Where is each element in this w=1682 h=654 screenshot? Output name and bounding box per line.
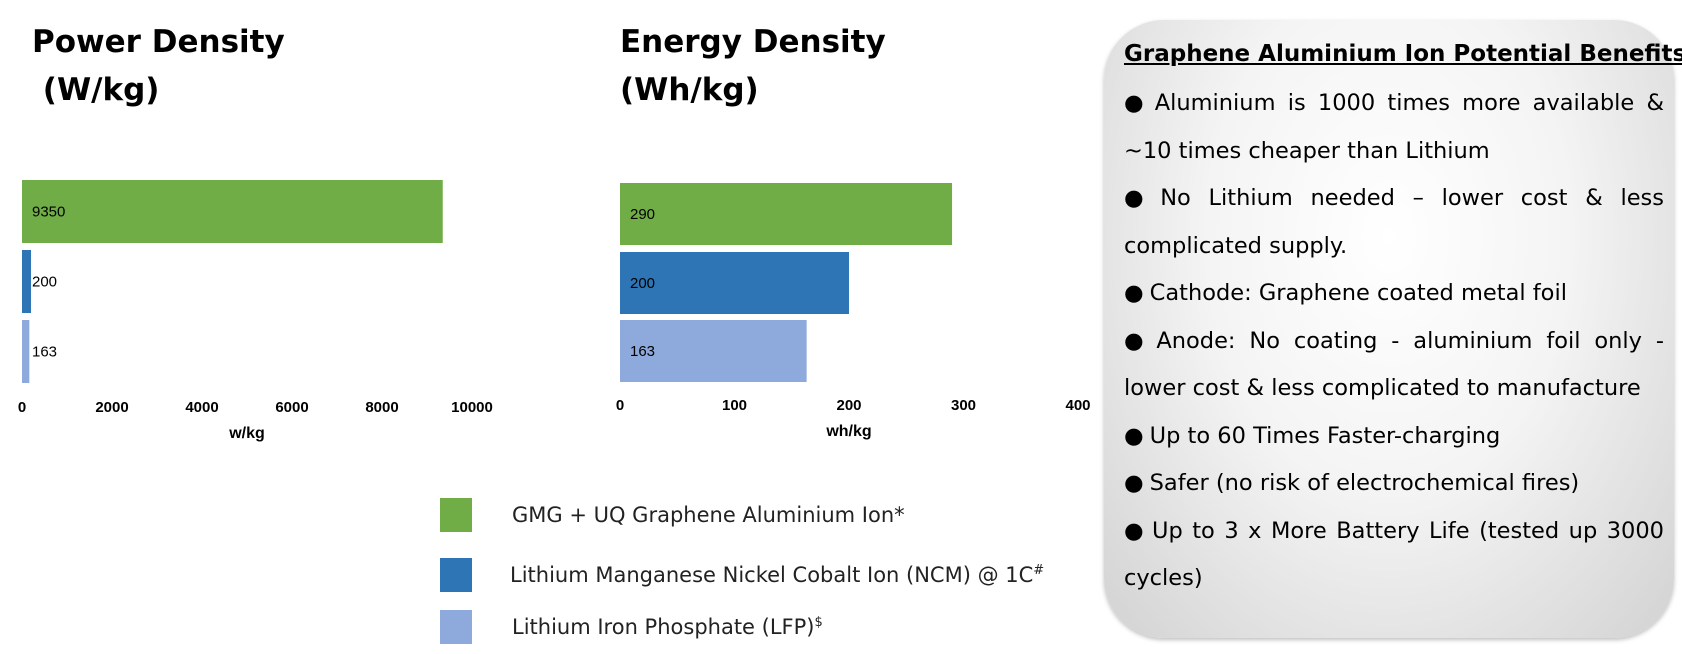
- benefit-item: ● Up to 3 x More Battery Life (tested up …: [1124, 517, 1664, 592]
- energy-tick-label: 200: [836, 397, 861, 414]
- power-tick-label: 10000: [451, 399, 493, 416]
- bullet-icon: ●: [1124, 185, 1155, 211]
- legend-item-ncm: Lithium Manganese Nickel Cobalt Ion (NCM…: [440, 558, 1060, 598]
- energy-tick-label: 400: [1065, 397, 1090, 414]
- energy-tick-label: 100: [722, 397, 747, 414]
- energy-bar-value-label: 163: [630, 343, 655, 360]
- energy-bar-1: [620, 183, 953, 245]
- power-tick-label: 4000: [185, 399, 218, 416]
- power-bar-value-label: 9350: [32, 204, 65, 221]
- energy-bar-2: [620, 252, 849, 314]
- benefit-item: ● Up to 60 Times Faster-charging: [1124, 422, 1501, 449]
- power-x-axis-label: w/kg: [228, 425, 265, 442]
- power-title-line-1: Power Density: [32, 24, 285, 60]
- power-bar-value-label: 200: [32, 274, 57, 291]
- benefit-item: ● Cathode: Graphene coated metal foil: [1124, 280, 1567, 306]
- legend-item-graphene: GMG + UQ Graphene Aluminium Ion*: [440, 498, 1060, 538]
- power-title-line-2: (W/kg): [32, 72, 160, 108]
- energy-bar-value-label: 290: [630, 206, 655, 223]
- benefit-item: ● No Lithium needed – lower cost & less c…: [1124, 185, 1664, 259]
- bullet-icon: ●: [1124, 280, 1144, 306]
- energy-bar-3: [620, 320, 807, 382]
- benefits-panel: Graphene Aluminium Ion Potential Benefit…: [1104, 20, 1682, 638]
- power-bar-2: [22, 250, 31, 313]
- bullet-icon: ●: [1124, 470, 1144, 496]
- energy-title-line-2: (Wh/kg): [620, 72, 759, 108]
- energy-tick-label: 300: [951, 397, 976, 414]
- legend-swatch-ncm: [440, 558, 472, 592]
- power-bar-1: [22, 180, 443, 243]
- benefit-item: ● Anode: No coating - aluminium foil only…: [1124, 327, 1664, 402]
- energy-tick-label: 0: [616, 397, 624, 414]
- power-density-title: Power Density (W/kg): [32, 18, 285, 114]
- benefit-item: ● Safer (no risk of electrochemical fires…: [1124, 470, 1580, 496]
- power-tick-label: 0: [18, 399, 26, 416]
- bullet-icon: ●: [1124, 90, 1149, 116]
- power-tick-label: 6000: [275, 399, 308, 416]
- benefits-title: Graphene Aluminium Ion Potential Benefit…: [1124, 41, 1682, 67]
- benefits-list: ● Aluminium is 1000 times more available …: [1124, 80, 1664, 603]
- legend-item-lfp: Lithium Iron Phosphate (LFP)$: [440, 610, 1060, 650]
- power-bar-value-label: 163: [32, 344, 57, 361]
- power-bar-3: [22, 320, 30, 383]
- power-tick-label: 2000: [95, 399, 128, 416]
- energy-title-line-1: Energy Density: [620, 24, 886, 60]
- power-tick-label: 8000: [365, 399, 398, 416]
- benefit-item: ● Aluminium is 1000 times more available …: [1124, 90, 1664, 164]
- legend-swatch-graphene: [440, 498, 472, 532]
- legend-label-ncm: Lithium Manganese Nickel Cobalt Ion (NCM…: [510, 563, 1045, 587]
- legend-label-lfp: Lithium Iron Phosphate (LFP)$: [512, 615, 823, 639]
- energy-density-title: Energy Density (Wh/kg): [620, 18, 886, 114]
- energy-bar-value-label: 200: [630, 275, 655, 292]
- bullet-icon: ●: [1124, 327, 1151, 354]
- bullet-icon: ●: [1124, 422, 1144, 449]
- energy-x-axis-label: wh/kg: [825, 423, 871, 440]
- legend-swatch-lfp: [440, 610, 472, 644]
- legend-label-graphene: GMG + UQ Graphene Aluminium Ion*: [512, 503, 905, 527]
- bullet-icon: ●: [1124, 517, 1146, 544]
